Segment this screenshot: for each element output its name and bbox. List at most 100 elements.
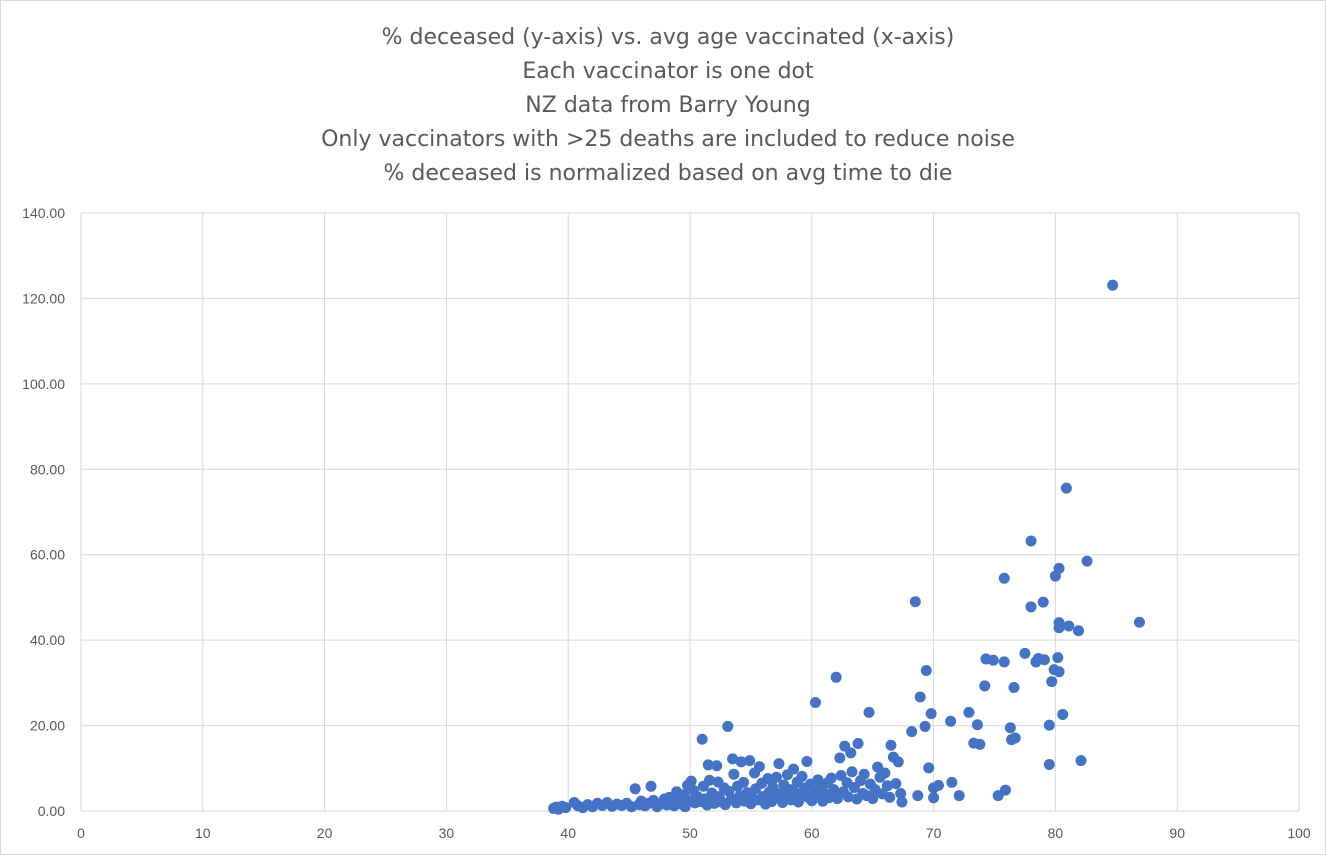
data-point (979, 680, 991, 692)
data-point (879, 767, 891, 779)
data-point (834, 752, 846, 764)
data-point (890, 778, 902, 790)
data-point (928, 792, 940, 804)
data-point (1009, 732, 1021, 744)
data-point (770, 771, 782, 783)
x-tick-label: 30 (439, 825, 455, 841)
data-point (1008, 682, 1020, 694)
data-point (796, 770, 808, 782)
data-point (1060, 482, 1072, 494)
data-point (1081, 555, 1093, 567)
data-point (1004, 722, 1016, 734)
x-tick-label: 50 (682, 825, 698, 841)
x-tick-label: 0 (77, 825, 85, 841)
data-point (1053, 562, 1065, 574)
data-point (912, 790, 924, 802)
data-point (773, 758, 785, 770)
data-point (696, 733, 708, 745)
data-point (923, 762, 935, 774)
data-point (1046, 676, 1058, 688)
data-point (1037, 596, 1049, 608)
data-point (560, 802, 572, 814)
data-point (872, 761, 884, 773)
data-point (767, 781, 779, 793)
data-point (1063, 620, 1075, 632)
data-point (828, 784, 840, 796)
data-point (1053, 622, 1065, 634)
data-point (762, 773, 774, 785)
data-point (963, 706, 975, 718)
data-point (1053, 666, 1065, 678)
data-point (884, 791, 896, 803)
data-point (711, 760, 723, 772)
data-point (830, 671, 842, 683)
data-point (753, 761, 765, 773)
data-point (703, 774, 715, 786)
data-point (892, 756, 904, 768)
data-point (895, 787, 907, 799)
data-point (1043, 758, 1055, 770)
y-tick-label: 40.00 (30, 632, 65, 648)
data-point (846, 766, 858, 778)
data-point (867, 793, 879, 805)
x-tick-label: 10 (195, 825, 211, 841)
data-point (823, 792, 835, 804)
data-point (999, 784, 1011, 796)
data-point (919, 720, 931, 732)
data-point (974, 738, 986, 750)
data-point (645, 780, 657, 792)
data-point (863, 706, 875, 718)
data-point (1052, 652, 1064, 664)
data-point (1043, 719, 1055, 731)
data-point (1057, 708, 1069, 720)
data-point (953, 790, 965, 802)
data-point (1107, 279, 1119, 291)
data-point (629, 783, 641, 795)
data-point (722, 720, 734, 732)
data-point (925, 708, 937, 720)
data-point (806, 795, 818, 807)
y-tick-label: 120.00 (22, 290, 65, 306)
data-point (971, 719, 983, 731)
y-tick-label: 60.00 (30, 547, 65, 563)
data-point (906, 726, 918, 738)
data-point (835, 770, 847, 782)
title-line: Only vaccinators with >25 deaths are inc… (321, 127, 1015, 152)
x-tick-label: 40 (560, 825, 576, 841)
data-point (998, 656, 1010, 668)
y-tick-label: 20.00 (30, 718, 65, 734)
x-tick-label: 60 (804, 825, 820, 841)
data-point (881, 780, 893, 792)
data-point (909, 596, 921, 608)
y-tick-label: 80.00 (30, 461, 65, 477)
data-point (842, 791, 854, 803)
data-point (809, 697, 821, 709)
title-line: % deceased (y-axis) vs. avg age vaccinat… (381, 25, 955, 50)
data-point (987, 654, 999, 666)
data-point (932, 779, 944, 791)
data-point (896, 796, 908, 808)
title-line: % deceased is normalized based on avg ti… (383, 161, 953, 186)
y-tick-label: 140.00 (22, 205, 65, 221)
data-point (1019, 647, 1031, 659)
data-point (738, 776, 750, 788)
data-point (728, 768, 740, 780)
data-point (998, 572, 1010, 584)
data-point (885, 739, 897, 751)
data-point (1025, 535, 1037, 547)
x-tick-label: 80 (1048, 825, 1064, 841)
x-tick-label: 70 (926, 825, 942, 841)
y-tick-label: 0.00 (38, 803, 65, 819)
data-point (788, 763, 800, 775)
data-point (727, 753, 739, 765)
data-point (1025, 601, 1037, 613)
x-tick-label: 20 (317, 825, 333, 841)
y-tick-label: 100.00 (22, 376, 65, 392)
title-line: Each vaccinator is one dot (522, 59, 814, 84)
data-point (801, 755, 813, 767)
data-point (685, 775, 697, 787)
data-point (1075, 755, 1087, 767)
data-point (1073, 625, 1085, 637)
